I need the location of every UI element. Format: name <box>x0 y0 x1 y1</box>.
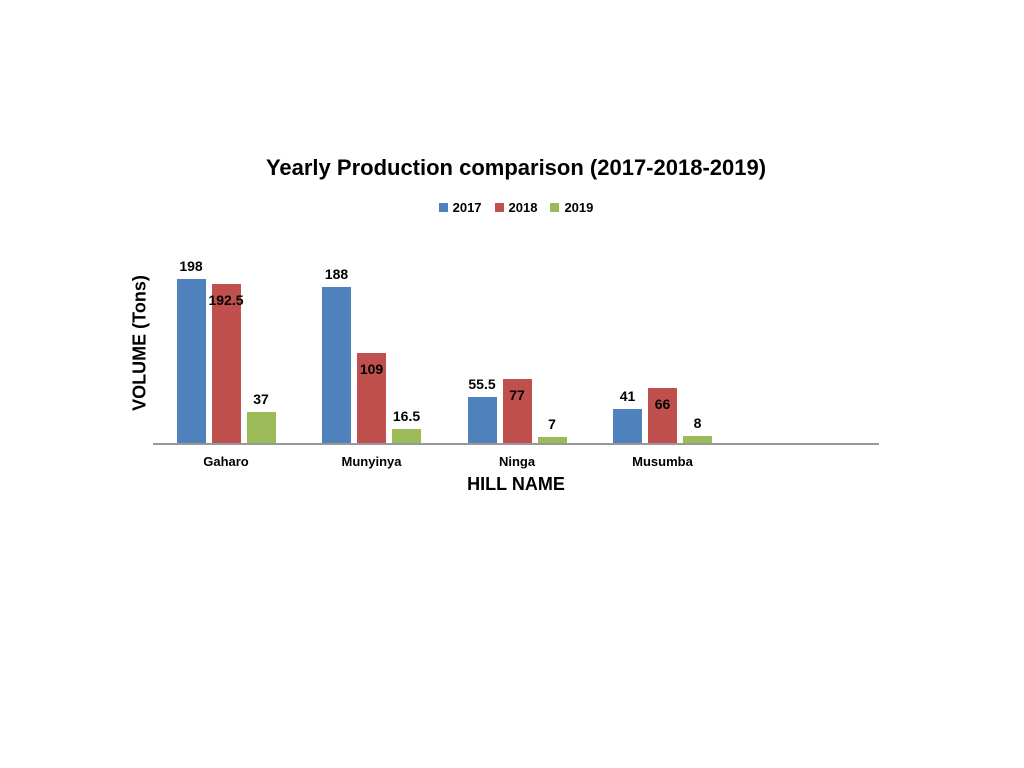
bar-column: 55.5 <box>467 238 497 443</box>
legend-swatch-icon <box>550 203 560 212</box>
data-label-2017-munyinya: 188 <box>324 266 349 283</box>
bar-column: 8 <box>683 238 712 443</box>
data-label-2017-gaharo: 198 <box>179 258 203 275</box>
bar-2018-gaharo <box>211 283 241 443</box>
bar-column: 37 <box>246 238 276 443</box>
legend-label: 2018 <box>508 200 538 215</box>
data-label-2019-musumba: 8 <box>693 415 702 432</box>
data-label-2018-ninga: 77 <box>509 387 525 404</box>
bar-group-gaharo: 198 192.5 37 <box>176 238 276 443</box>
bar-column: 188 <box>322 238 351 443</box>
bar-2019-musumba <box>683 436 712 443</box>
legend-label: 2017 <box>452 200 482 215</box>
legend-item-2019: 2019 <box>550 200 593 215</box>
category-label-munyinya: Munyinya <box>341 454 402 469</box>
bar-group-munyinya: 188 109 16.5 <box>322 238 421 443</box>
bar-2017-gaharo <box>176 279 206 443</box>
legend: 2017 2018 2019 <box>153 200 879 215</box>
bar-column: 192.5 <box>208 238 244 443</box>
bar-2018-ninga <box>502 379 532 443</box>
category-label-ninga: Ninga <box>498 454 536 469</box>
plot-area: 198 192.5 37 Gaharo 188 109 16.5 Munyinya 55.5 77… <box>153 238 879 469</box>
bar-column: 109 <box>357 238 386 443</box>
data-label-2018-gaharo: 192.5 <box>208 291 244 308</box>
legend-swatch-icon <box>494 203 504 212</box>
bar-2019-munyinya <box>392 429 421 443</box>
bar-column: 77 <box>502 238 532 443</box>
bar-group-ninga: 55.5 77 7 <box>467 238 567 443</box>
legend-item-2017: 2017 <box>438 200 482 215</box>
data-label-2018-musumba: 66 <box>654 396 671 413</box>
category-label-gaharo: Gaharo <box>203 454 249 469</box>
data-label-2019-ninga: 7 <box>548 416 556 433</box>
bar-2017-ninga <box>467 397 497 443</box>
bar-2019-gaharo <box>246 412 276 443</box>
data-label-2019-munyinya: 16.5 <box>392 408 421 425</box>
data-label-2017-ninga: 55.5 <box>468 376 496 393</box>
legend-label: 2019 <box>564 200 594 215</box>
data-label-2017-musumba: 41 <box>619 388 636 405</box>
chart-title: Yearly Production comparison (2017-2018-… <box>265 155 767 180</box>
bar-column: 41 <box>613 238 642 443</box>
bar-2018-munyinya <box>357 352 386 443</box>
bar-2019-ninga <box>537 437 567 443</box>
bar-group-musumba: 41 66 8 <box>613 238 712 443</box>
y-axis-title: VOLUME (Tons) <box>129 275 150 411</box>
bar-2017-munyinya <box>322 287 351 443</box>
x-axis-title: HILL NAME <box>467 474 565 494</box>
bar-2018-musumba <box>648 388 677 443</box>
legend-item-2018: 2018 <box>494 200 538 215</box>
category-label-musumba: Musumba <box>632 454 693 469</box>
bar-column: 198 <box>176 238 206 443</box>
bar-column: 66 <box>648 238 677 443</box>
bar-column: 16.5 <box>392 238 421 443</box>
legend-swatch-icon <box>438 203 448 212</box>
data-label-2019-gaharo: 37 <box>253 391 269 408</box>
bar-column: 7 <box>537 238 567 443</box>
bar-2017-musumba <box>613 409 642 443</box>
data-label-2018-munyinya: 109 <box>359 360 384 377</box>
